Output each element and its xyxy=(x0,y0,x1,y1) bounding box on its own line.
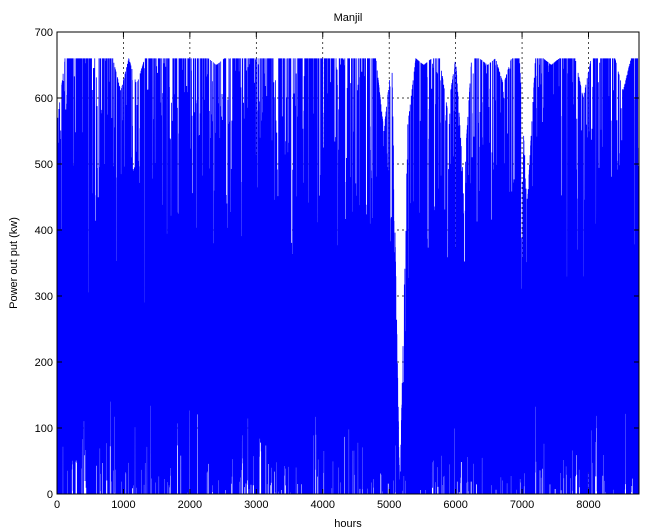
x-tick-label: 2000 xyxy=(178,499,202,511)
plot-frame xyxy=(56,31,640,495)
y-tick-label: 300 xyxy=(35,291,53,303)
y-tick-label: 100 xyxy=(35,423,53,435)
x-tick-label: 5000 xyxy=(377,499,401,511)
x-tick-label: 3000 xyxy=(244,499,268,511)
x-tick-label: 0 xyxy=(54,499,60,511)
y-tick-label: 600 xyxy=(35,93,53,105)
x-tick-label: 4000 xyxy=(311,499,335,511)
series-layer xyxy=(56,58,640,495)
y-tick-label: 500 xyxy=(35,159,53,171)
y-axis-label: Power out put (kw) xyxy=(8,217,20,309)
y-tick-label: 200 xyxy=(35,357,53,369)
y-tick-label: 0 xyxy=(47,489,53,501)
x-tick-label: 7000 xyxy=(510,499,534,511)
y-tick-label: 400 xyxy=(35,225,53,237)
x-tick-label: 8000 xyxy=(576,499,600,511)
x-tick-label: 1000 xyxy=(111,499,135,511)
x-tick-label: 6000 xyxy=(443,499,467,511)
power-output-series-line xyxy=(56,58,640,495)
chart-title: Manjil xyxy=(334,12,363,24)
x-axis-label: hours xyxy=(334,518,362,529)
y-tick-label: 700 xyxy=(35,27,53,39)
